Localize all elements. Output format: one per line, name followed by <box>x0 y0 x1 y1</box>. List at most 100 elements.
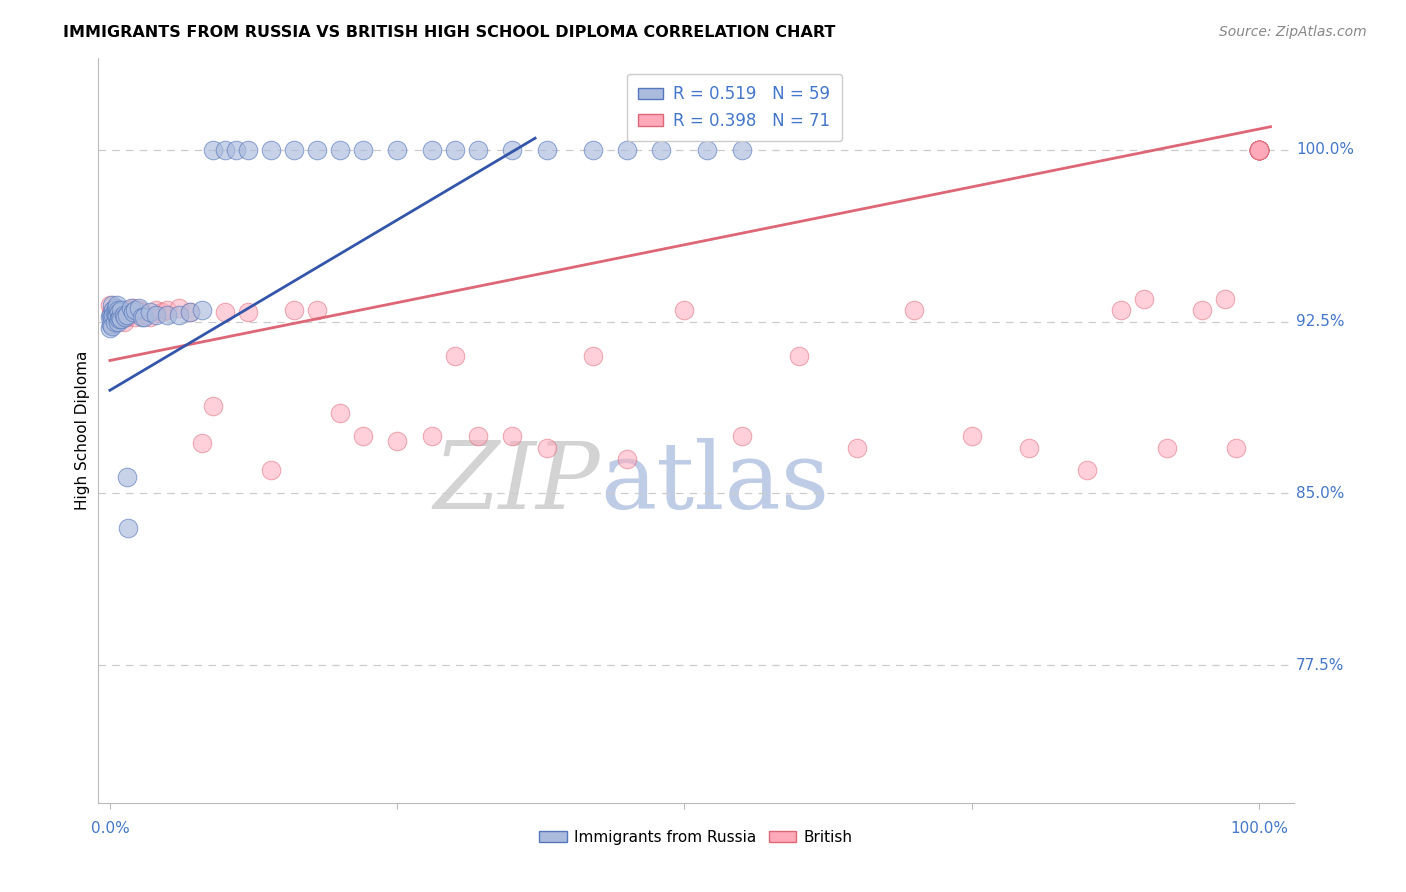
Point <box>536 441 558 455</box>
Point <box>117 521 139 535</box>
Point <box>128 303 150 318</box>
Text: 100.0%: 100.0% <box>1230 822 1288 836</box>
Point <box>120 301 142 315</box>
Point <box>443 349 465 363</box>
Point <box>225 143 247 157</box>
Point <box>110 312 132 326</box>
Point <box>103 303 125 318</box>
Text: 92.5%: 92.5% <box>1296 314 1344 329</box>
Point <box>1133 292 1156 306</box>
Point <box>385 143 409 157</box>
Point <box>845 441 868 455</box>
Point <box>134 308 156 322</box>
Point <box>260 143 283 157</box>
Point <box>110 303 132 318</box>
Text: atlas: atlas <box>600 438 830 527</box>
Point <box>420 143 443 157</box>
Point <box>581 143 603 157</box>
Point <box>616 452 638 467</box>
Point <box>1247 143 1270 157</box>
Point <box>110 312 132 326</box>
Point <box>214 143 236 157</box>
Point <box>214 305 236 319</box>
Point <box>131 310 153 324</box>
Point <box>101 310 124 324</box>
Point <box>903 303 925 318</box>
Point <box>107 314 129 328</box>
Point <box>1109 303 1132 318</box>
Point <box>1213 292 1236 306</box>
Point <box>120 305 142 319</box>
Point <box>536 143 558 157</box>
Point <box>1225 441 1247 455</box>
Point <box>283 143 305 157</box>
Point <box>283 303 305 318</box>
Point <box>100 317 122 331</box>
Point <box>107 303 129 318</box>
Point <box>443 143 465 157</box>
Point <box>124 303 146 318</box>
Point <box>105 308 128 322</box>
Point <box>1018 441 1040 455</box>
Point <box>467 429 489 443</box>
Point <box>731 143 754 157</box>
Point <box>145 308 167 322</box>
Point <box>115 308 138 322</box>
Point <box>114 310 136 324</box>
Point <box>98 298 121 312</box>
Point <box>202 143 225 157</box>
Point <box>329 143 352 157</box>
Point <box>1247 143 1270 157</box>
Point <box>122 301 145 315</box>
Point <box>110 308 132 322</box>
Point <box>179 305 201 319</box>
Point <box>1247 143 1270 157</box>
Point <box>1076 463 1098 477</box>
Point <box>1247 143 1270 157</box>
Text: 85.0%: 85.0% <box>1296 486 1344 501</box>
Point <box>1247 143 1270 157</box>
Point <box>100 305 122 319</box>
Point <box>1247 143 1270 157</box>
Text: ZIP: ZIP <box>433 438 600 527</box>
Point <box>124 310 146 324</box>
Point <box>650 143 672 157</box>
Point <box>1247 143 1270 157</box>
Point <box>150 305 173 319</box>
Point <box>501 143 523 157</box>
Point <box>305 143 328 157</box>
Point <box>112 308 135 322</box>
Point <box>101 317 124 331</box>
Point <box>236 143 259 157</box>
Point <box>115 470 138 484</box>
Point <box>101 319 124 334</box>
Point <box>1156 441 1178 455</box>
Point <box>581 349 603 363</box>
Point <box>167 308 190 322</box>
Point <box>101 308 124 322</box>
Point <box>1247 143 1270 157</box>
Point <box>104 301 127 315</box>
Point <box>673 303 696 318</box>
Point <box>103 314 125 328</box>
Point <box>128 301 150 315</box>
Point <box>420 429 443 443</box>
Point <box>134 310 156 324</box>
Text: 100.0%: 100.0% <box>1296 142 1354 157</box>
Text: 77.5%: 77.5% <box>1296 657 1344 673</box>
Point <box>112 314 135 328</box>
Point <box>156 308 179 322</box>
Point <box>110 310 132 324</box>
Point <box>108 305 131 319</box>
Point <box>1247 143 1270 157</box>
Point <box>167 301 190 315</box>
Point <box>385 434 409 448</box>
Point <box>122 305 145 319</box>
Point <box>139 310 162 324</box>
Point <box>191 303 214 318</box>
Point <box>103 303 125 318</box>
Point <box>100 308 122 322</box>
Point <box>179 305 201 319</box>
Point <box>103 305 125 319</box>
Point <box>191 436 214 450</box>
